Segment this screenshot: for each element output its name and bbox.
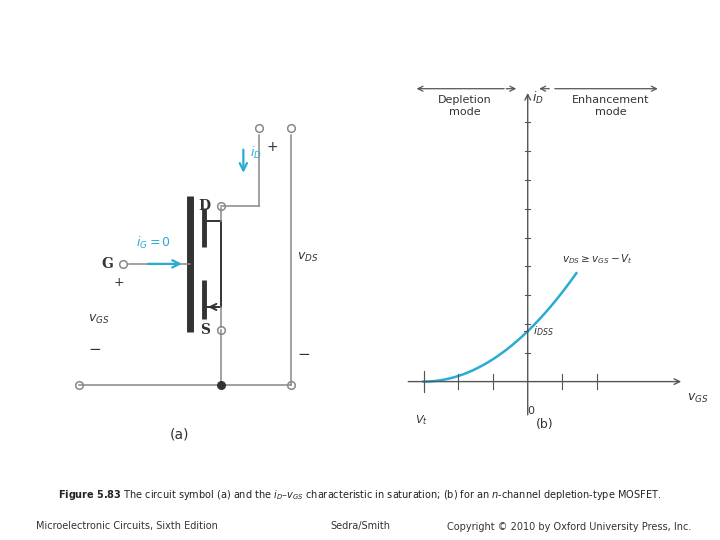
Text: $v_{DS} \geq v_{GS} - V_t$: $v_{DS} \geq v_{GS} - V_t$ — [562, 252, 634, 266]
Text: Enhancement
mode: Enhancement mode — [572, 95, 650, 117]
Text: $+$: $+$ — [266, 140, 278, 154]
Text: 0: 0 — [528, 406, 535, 416]
Text: Copyright © 2010 by Oxford University Press, Inc.: Copyright © 2010 by Oxford University Pr… — [447, 522, 691, 531]
Text: S: S — [200, 322, 210, 336]
Text: $\mathbf{Figure\ 5.83}$ The circuit symbol (a) and the $i_D$–$v_{GS}$ characteri: $\mathbf{Figure\ 5.83}$ The circuit symb… — [58, 488, 662, 502]
Text: $+$: $+$ — [112, 276, 124, 289]
Text: (b): (b) — [536, 418, 554, 431]
Text: $v_{GS}$: $v_{GS}$ — [88, 313, 109, 326]
Text: Depletion
mode: Depletion mode — [438, 95, 492, 117]
Text: $i_D$: $i_D$ — [532, 90, 544, 106]
Text: (a): (a) — [170, 427, 190, 441]
Text: $i_D$: $i_D$ — [251, 145, 262, 161]
Text: $v_{GS}$: $v_{GS}$ — [688, 393, 709, 406]
Text: $-$: $-$ — [88, 341, 102, 355]
Text: $-$: $-$ — [297, 345, 310, 360]
Text: $i_{DSS}$: $i_{DSS}$ — [533, 325, 554, 338]
Text: D: D — [198, 199, 210, 213]
Text: $V_t$: $V_t$ — [415, 413, 428, 427]
Text: Sedra/Smith: Sedra/Smith — [330, 522, 390, 531]
Text: $i_G = 0$: $i_G = 0$ — [135, 235, 171, 252]
Text: $v_{DS}$: $v_{DS}$ — [297, 251, 319, 264]
Text: Microelectronic Circuits, Sixth Edition: Microelectronic Circuits, Sixth Edition — [36, 522, 218, 531]
Text: G: G — [102, 257, 114, 271]
